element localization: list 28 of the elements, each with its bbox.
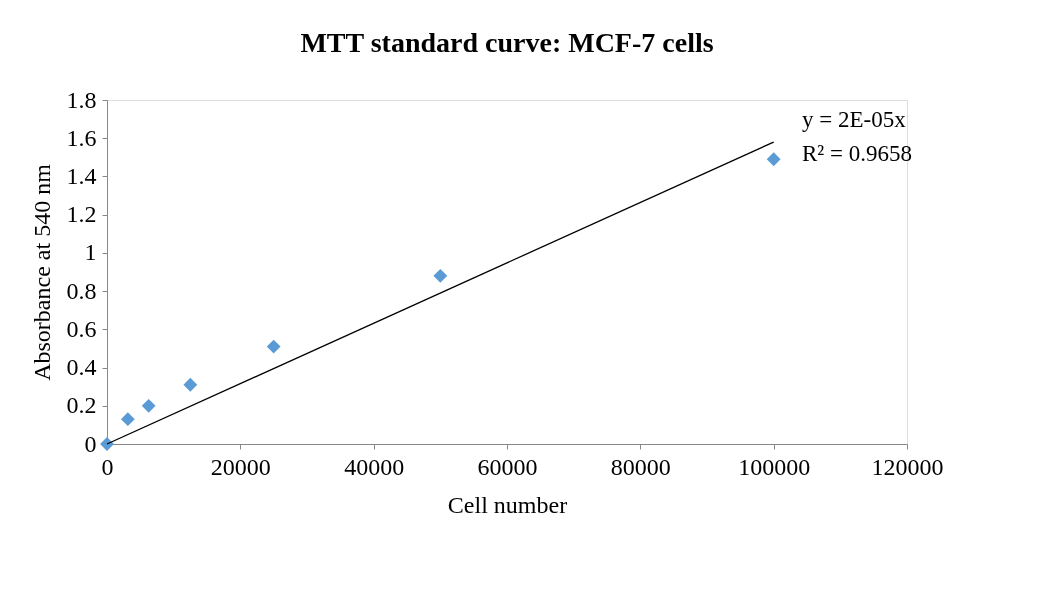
x-tick-label: 120000 (871, 453, 944, 480)
annotation: R² = 0.9658 (802, 141, 912, 166)
x-tick-label: 80000 (610, 453, 671, 480)
y-tick-label: 1.4 (66, 162, 97, 189)
point (433, 268, 448, 283)
x-tick-label: 20000 (210, 453, 271, 480)
point (766, 152, 781, 167)
y-tick-label: 1.6 (66, 124, 97, 151)
point (266, 339, 281, 354)
y-tick-label: 0.4 (66, 354, 97, 381)
y-tick-label: 0.6 (66, 315, 97, 342)
y-tick-label: 1.2 (66, 201, 97, 228)
point (120, 412, 135, 427)
y-tick-label: 1.8 (66, 86, 97, 113)
chart-title: MTT standard curve: MCF-7 cells (300, 27, 714, 58)
x-tick-label: 0 (101, 453, 114, 480)
point (183, 377, 198, 392)
x-axis-title: Cell number (447, 491, 568, 518)
x-tick-label: 100000 (738, 453, 811, 480)
point (141, 398, 156, 413)
y-tick-label: 0 (84, 430, 97, 457)
annotation: y = 2E-05x (802, 107, 907, 132)
y-tick-label: 0.2 (66, 392, 97, 419)
y-tick-label: 0.8 (66, 277, 97, 304)
x-tick-label: 60000 (477, 453, 538, 480)
x-tick-label: 40000 (344, 453, 405, 480)
y-tick-label: 1 (84, 239, 97, 266)
y-axis-title: Absorbance at 540 nm (28, 163, 55, 381)
